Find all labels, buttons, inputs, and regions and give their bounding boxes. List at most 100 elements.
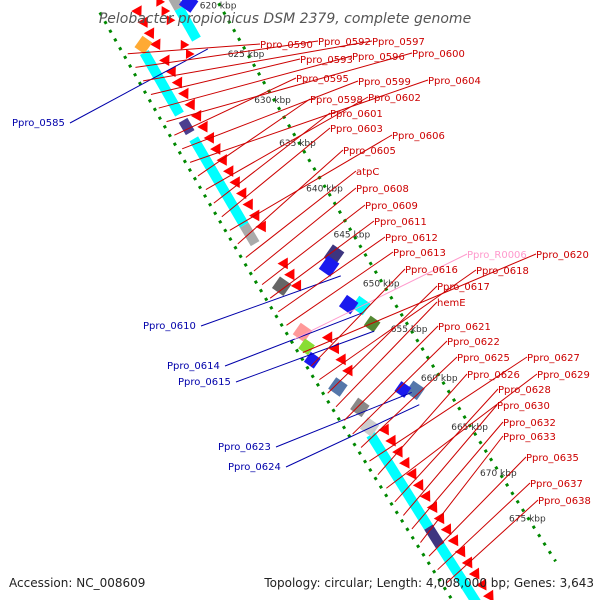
forward-leader — [377, 373, 468, 475]
tick-label: 640 kbp — [306, 185, 343, 195]
forward-cds-arrow — [229, 176, 240, 188]
forward-cds-arrow — [378, 423, 389, 436]
forward-gene-label: Ppro_0612 — [385, 233, 438, 244]
cog-strip — [366, 432, 433, 530]
forward-cds-arrow — [426, 501, 438, 513]
reverse-gene-label: Ppro_0623 — [218, 442, 271, 453]
forward-leader — [386, 373, 538, 489]
forward-gene-label: Ppro_0604 — [428, 76, 481, 87]
forward-gene-label: Ppro_0606 — [392, 131, 445, 142]
tick-label: 665 kbp — [451, 423, 488, 433]
forward-cds-arrow — [468, 567, 480, 580]
forward-cds-arrow — [447, 534, 459, 547]
forward-gene-label: Ppro_R0006 — [467, 250, 527, 261]
forward-leader — [237, 149, 344, 245]
reverse-cds-arrow — [156, 0, 166, 7]
forward-leader — [182, 80, 359, 150]
reverse-gene-block — [394, 381, 412, 398]
forward-gene-label: Ppro_0617 — [437, 282, 490, 293]
tick-label: 625 kbp — [228, 50, 265, 60]
forward-cds-arrow — [385, 434, 396, 447]
forward-cds-arrow — [335, 353, 346, 366]
forward-cds-arrow — [178, 87, 189, 100]
tick-label: 660 kbp — [421, 374, 458, 384]
forward-gene-label: Ppro_0629 — [537, 370, 590, 381]
cog-strip — [139, 50, 184, 117]
forward-gene-label: Ppro_0603 — [330, 124, 383, 135]
forward-leader — [166, 52, 413, 123]
feature-labels: Ppro_0585 Ppro_0610 Ppro_0614 Ppro_0615 Ppro… — [12, 37, 591, 507]
forward-leader — [294, 253, 468, 340]
forward-cds-arrow — [483, 589, 494, 600]
forward-cds-arrow — [223, 165, 234, 177]
tick-marks: 620 kbp 625 kbp 630 kbp 635 kbp 640 kbp 645 k… — [200, 1, 546, 524]
forward-cds-arrow — [342, 364, 353, 377]
accession-text: Accession: NC_008609 — [9, 576, 145, 590]
feature-tracks — [98, 0, 557, 600]
forward-leader — [253, 187, 357, 272]
forward-cds-arrow — [171, 76, 183, 89]
forward-gene-block — [134, 35, 153, 55]
forward-cds-arrow — [190, 109, 202, 122]
forward-cds-arrow — [150, 38, 161, 51]
forward-cds-arrow — [392, 445, 403, 458]
forward-gene-label: Ppro_0628 — [498, 385, 551, 396]
reverse-leader — [224, 312, 364, 367]
forward-leader — [445, 499, 539, 584]
forward-gene-label: Ppro_0611 — [374, 217, 427, 228]
forward-leader — [402, 404, 498, 516]
reverse-leader — [200, 275, 341, 327]
forward-leader — [189, 79, 429, 163]
forward-cds-arrow — [290, 279, 302, 292]
forward-gene-label: Ppro_0613 — [393, 248, 446, 259]
forward-leader — [213, 112, 331, 204]
forward-gene-block — [298, 338, 315, 356]
forward-gene-label: Ppro_0600 — [412, 49, 465, 60]
forward-gene-label: Ppro_0622 — [447, 337, 500, 348]
forward-gene-block — [271, 276, 292, 296]
forward-leader — [310, 268, 406, 367]
forward-gene-block — [328, 377, 348, 397]
forward-cds-arrow — [454, 545, 466, 558]
forward-gene-label: Ppro_0590 — [260, 40, 313, 51]
cog-strip — [239, 222, 260, 247]
forward-gene-label: Ppro_0608 — [356, 184, 409, 195]
forward-cds-arrow — [277, 257, 288, 270]
forward-gene-block — [303, 351, 321, 369]
forward-gene-label: Ppro_0601 — [330, 109, 383, 120]
forward-gene-block — [292, 322, 313, 343]
forward-leader — [327, 285, 438, 394]
tick-label: 675 kbp — [509, 515, 546, 525]
forward-gene-label: Ppro_0635 — [526, 453, 579, 464]
forward-cds-arrow — [249, 209, 260, 222]
forward-gene-label: Ppro_0630 — [497, 401, 550, 412]
forward-cds-arrow — [284, 268, 295, 281]
forward-leader — [261, 204, 366, 285]
forward-leader — [174, 77, 297, 136]
forward-gene-label: Ppro_0633 — [503, 432, 556, 443]
forward-gene-label: Ppro_0616 — [405, 265, 458, 276]
reverse-gene-block — [318, 255, 340, 277]
forward-leader — [360, 356, 458, 448]
forward-cds-arrow — [440, 523, 452, 536]
forward-leader — [278, 236, 386, 313]
forward-cds-arrow — [159, 54, 170, 67]
reverse-leader — [285, 404, 420, 468]
reverse-gene-block — [351, 295, 371, 316]
forward-leader — [245, 170, 357, 258]
forward-gene-label: Ppro_0596 — [352, 52, 405, 63]
reverse-gene-label: Ppro_0615 — [178, 377, 231, 388]
forward-leader — [127, 43, 261, 55]
label-leaders — [69, 40, 539, 584]
forward-gene-label: Ppro_0620 — [536, 250, 589, 261]
forward-leader — [437, 482, 531, 571]
forward-leader — [286, 251, 394, 326]
forward-cds-arrow — [321, 331, 333, 344]
forward-leader — [352, 340, 448, 435]
forward-leader — [335, 301, 438, 408]
forward-gene-label: Ppro_0602 — [368, 93, 421, 104]
forward-cds-arrow — [137, 16, 148, 28]
forward-leader — [369, 356, 528, 462]
forward-cds-arrow — [197, 120, 208, 133]
